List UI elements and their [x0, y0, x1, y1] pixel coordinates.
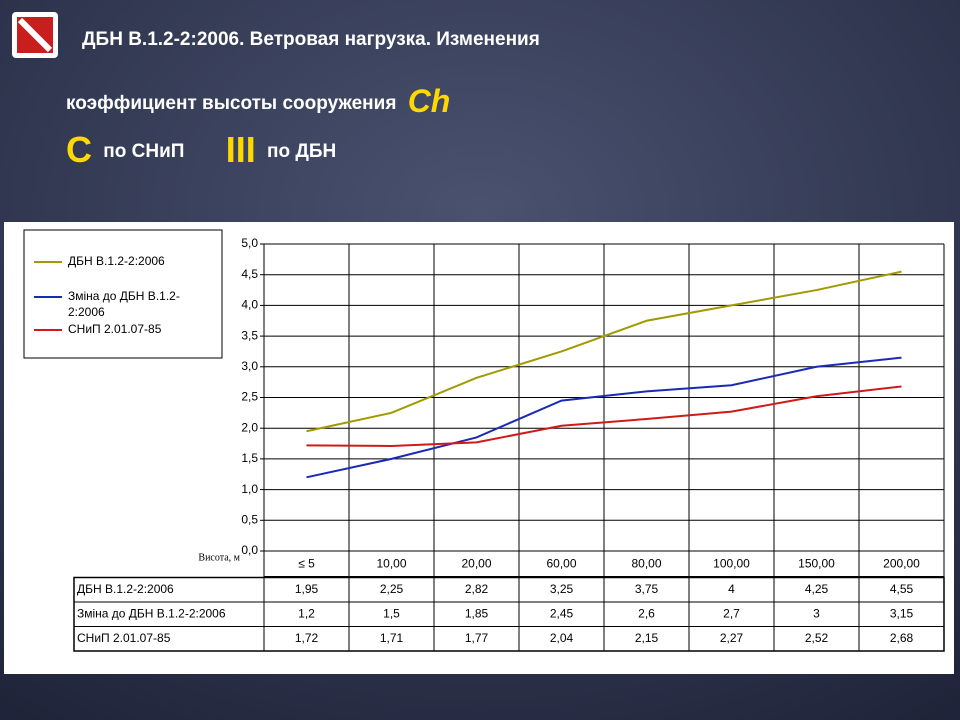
table-cell: 2,15 — [635, 631, 659, 645]
table-row-label: СНиП 2.01.07-85 — [77, 631, 171, 645]
table-cell: 1,72 — [295, 631, 319, 645]
table-cell: 2,25 — [380, 582, 404, 596]
table-cell: 2,7 — [723, 606, 740, 620]
table-cell: 2,82 — [465, 582, 489, 596]
x-tick-label: 20,00 — [461, 556, 491, 570]
table-cell: 2,68 — [890, 631, 914, 645]
x-tick-label: 150,00 — [798, 556, 835, 570]
table-cell: 1,71 — [380, 631, 404, 645]
y-tick-label: 0,5 — [241, 512, 258, 526]
line — [306, 270, 902, 433]
new-text: по ДБН — [267, 141, 336, 162]
x-tick-label: 60,00 — [546, 556, 576, 570]
x-tick-label: ≤ 5 — [298, 556, 315, 570]
table-cell: 2,04 — [550, 631, 574, 645]
y-tick-label: 5,0 — [241, 236, 258, 250]
y-tick-label: 1,0 — [241, 482, 258, 496]
y-tick-label: 2,5 — [241, 390, 258, 404]
table-cell: 3,75 — [635, 582, 659, 596]
table-cell: 1,77 — [465, 631, 489, 645]
slide-title: ДБН В.1.2-2:2006. Ветровая нагрузка. Изм… — [82, 29, 540, 50]
line — [306, 385, 902, 448]
table-cell: 4,25 — [805, 582, 829, 596]
table-cell: 2,52 — [805, 631, 829, 645]
y-tick-label: 4,0 — [241, 298, 258, 312]
table-row-label: ДБН В.1.2-2:2006 — [77, 582, 174, 596]
legend-box — [23, 229, 223, 359]
y-tick-label: 2,0 — [241, 420, 258, 434]
table-cell: 1,2 — [298, 606, 315, 620]
legend-label: ДБН В.1.2-2:2006 — [68, 254, 165, 268]
old-mark: C — [66, 129, 92, 170]
table-row-label: Зміна до ДБН В.1.2-2:2006 — [77, 606, 226, 620]
table-cell: 3,15 — [890, 606, 914, 620]
table-cell: 4 — [728, 582, 735, 596]
y-tick-label: 1,5 — [241, 451, 258, 465]
x-tick-label: 10,00 — [376, 556, 406, 570]
table-cell: 2,6 — [638, 606, 655, 620]
x-tick-label: 100,00 — [713, 556, 750, 570]
y-tick-label: 3,5 — [241, 328, 258, 342]
table-cell: 1,5 — [383, 606, 400, 620]
symbol: Ch — [408, 83, 451, 119]
chart: 0,0 0,5 1,0 1,5 2,0 2,5 3,0 3,5 4,0 4,5 5,0 Висота,… — [23, 229, 945, 652]
table-cell: 3 — [813, 606, 820, 620]
y-tick-label: 3,0 — [241, 359, 258, 373]
table-cell: 2,45 — [550, 606, 574, 620]
new-mark: III — [226, 129, 256, 170]
x-axis-label: Висота, м — [198, 552, 240, 563]
old-text: по СНиП — [103, 141, 184, 162]
legend-label: Зміна до ДБН В.1.2- — [68, 289, 180, 303]
logo — [12, 12, 58, 58]
y-tick-label: 0,0 — [241, 543, 258, 557]
line — [306, 356, 902, 479]
subtitle: коэффициент высоты сооружения — [66, 93, 396, 114]
table-cell: 2,27 — [720, 631, 744, 645]
y-tick-label: 4,5 — [241, 267, 258, 281]
table-cell: 3,25 — [550, 582, 574, 596]
table-cell: 1,95 — [295, 582, 319, 596]
table-cell: 4,55 — [890, 582, 914, 596]
legend-label-wrap: 2:2006 — [68, 305, 105, 319]
x-tick-label: 80,00 — [631, 556, 661, 570]
legend-note: C по СНиП III по ДБН — [66, 129, 336, 170]
x-tick-label: 200,00 — [883, 556, 920, 570]
table-cell: 1,85 — [465, 606, 489, 620]
legend-label: СНиП 2.01.07-85 — [68, 322, 162, 336]
subtitle-line: коэффициент высоты сооружения Ch — [66, 83, 450, 119]
